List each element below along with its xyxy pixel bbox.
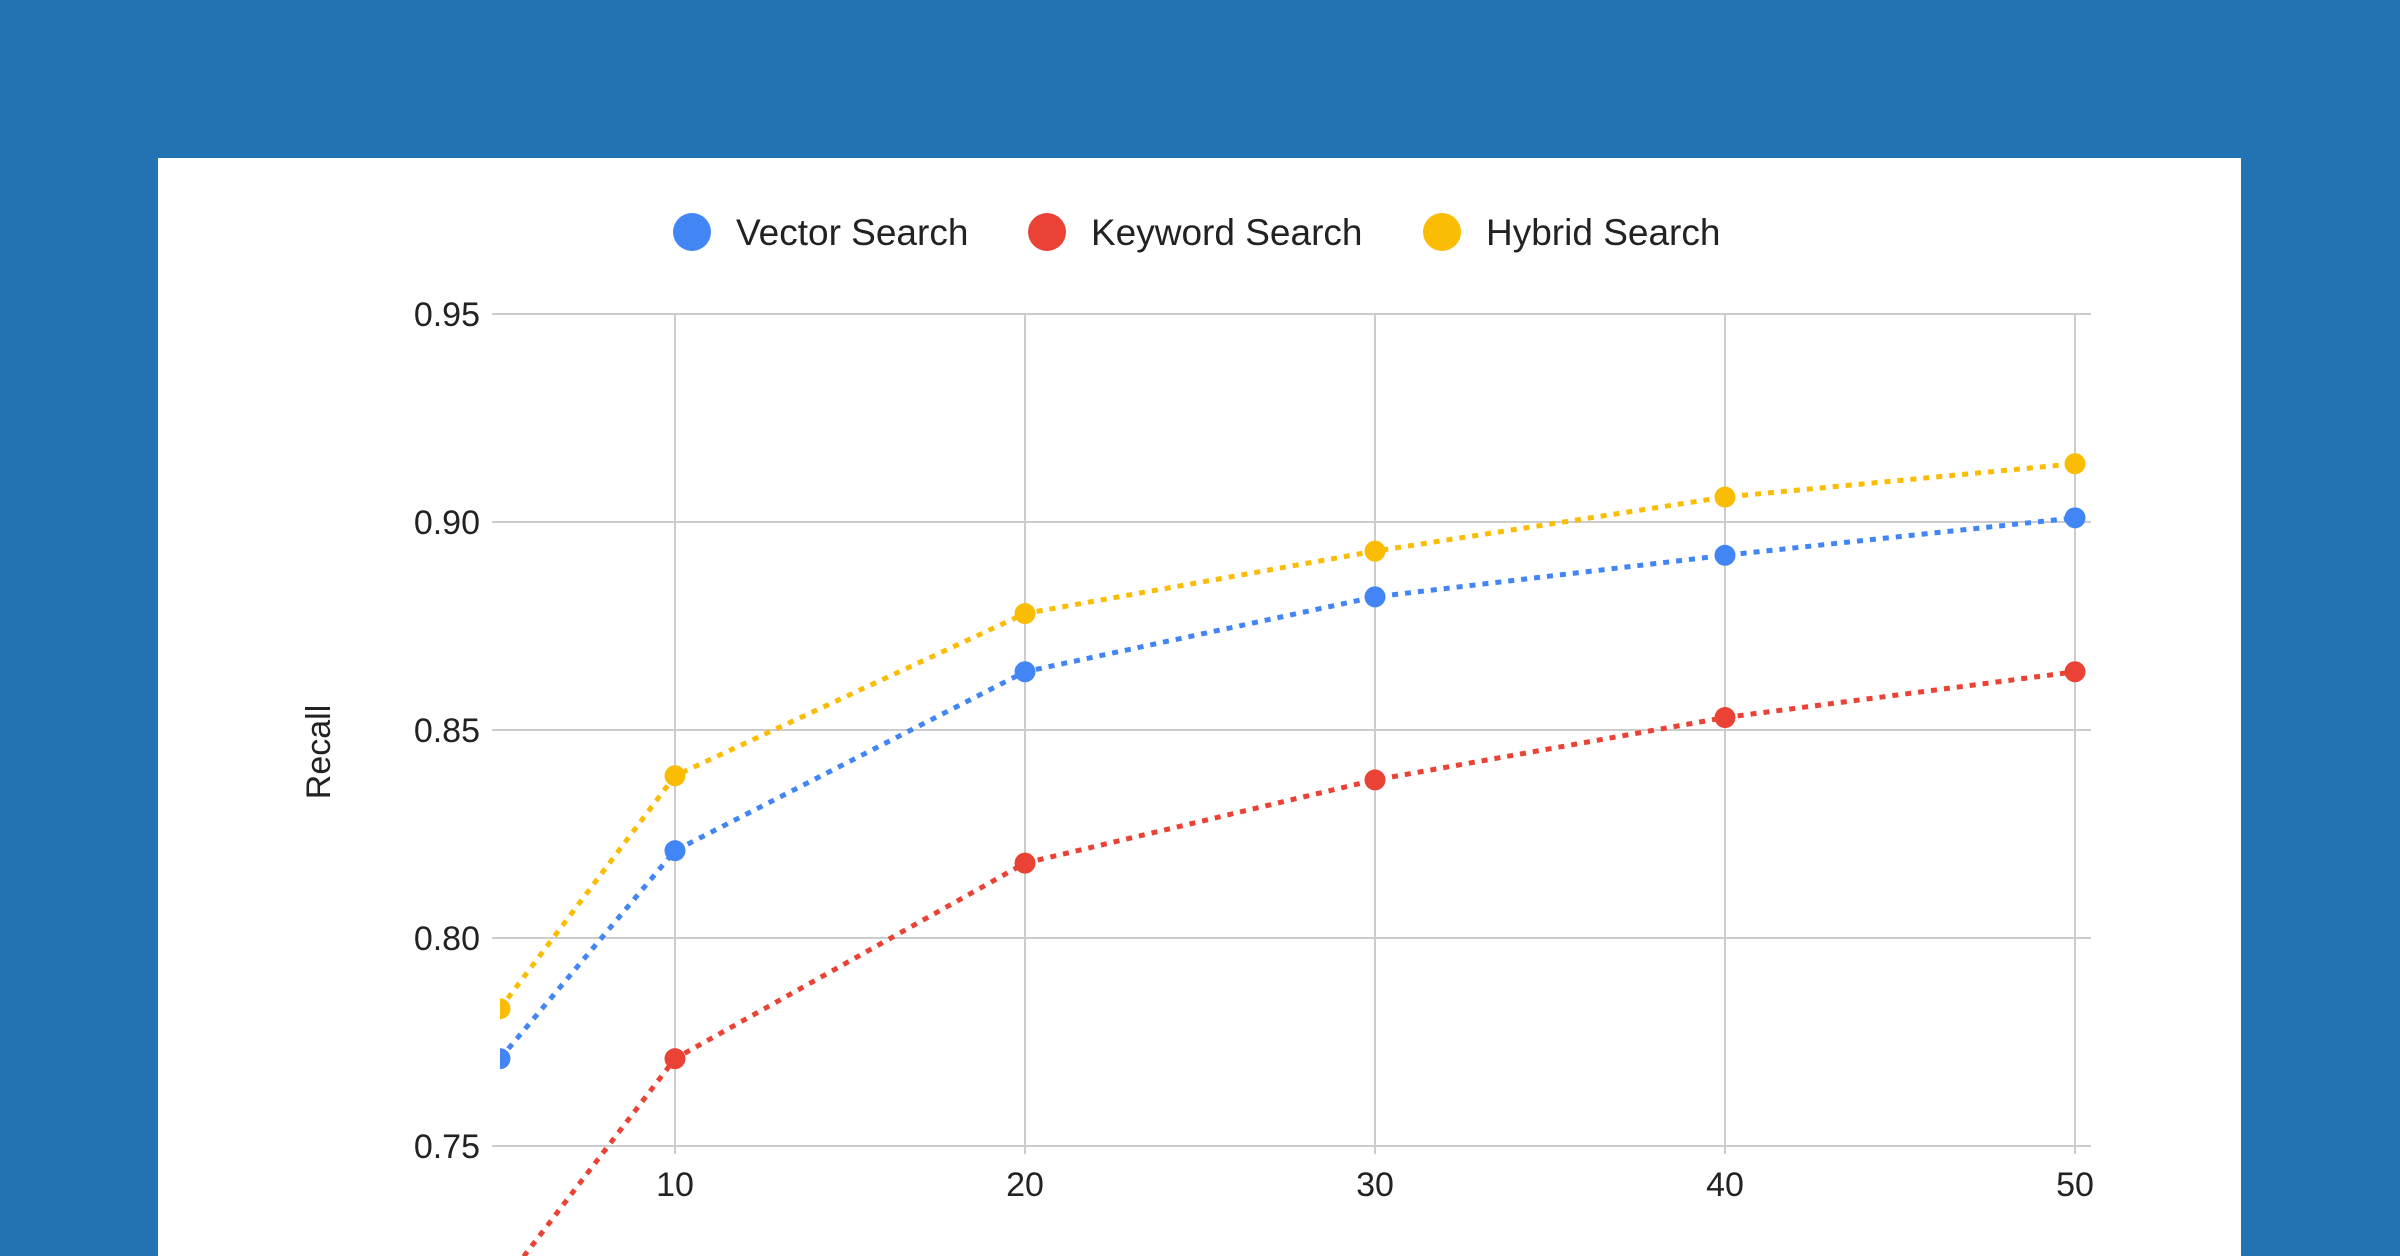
data-point-hybrid-search[interactable] xyxy=(490,998,511,1020)
x-tick-label: 30 xyxy=(1356,1166,1394,1204)
data-point-keyword-search[interactable] xyxy=(1364,769,1386,791)
series-line-hybrid-search xyxy=(500,461,2076,1011)
x-tick-label: 40 xyxy=(1706,1166,1744,1204)
legend-item-vector-search[interactable]: Vector Search xyxy=(673,212,968,253)
series-line-vector-search xyxy=(500,515,2076,1061)
data-point-hybrid-search[interactable] xyxy=(2064,453,2086,475)
legend-swatch xyxy=(1028,213,1066,251)
data-point-vector-search[interactable] xyxy=(490,1048,511,1070)
data-point-keyword-search[interactable] xyxy=(1714,707,1736,729)
legend-swatch xyxy=(673,213,711,251)
recall-line-chart: Vector Search Keyword Search Hybrid Search… xyxy=(300,212,2094,1256)
legend: Vector Search Keyword Search Hybrid Search xyxy=(673,212,1720,253)
series-line-keyword-search xyxy=(520,669,2076,1256)
data-point-hybrid-search[interactable] xyxy=(664,765,686,787)
legend-label: Hybrid Search xyxy=(1486,212,1720,253)
data-point-vector-search[interactable] xyxy=(1364,586,1386,608)
y-tick-label: 0.80 xyxy=(414,920,480,958)
y-axis-ticks: 0.75 0.80 0.85 0.90 0.95 xyxy=(414,296,480,1166)
data-point-vector-search[interactable] xyxy=(1714,544,1736,566)
legend-item-keyword-search[interactable]: Keyword Search xyxy=(1028,212,1362,253)
y-axis-title: Recall xyxy=(300,705,338,799)
legend-label: Vector Search xyxy=(736,212,968,253)
data-point-hybrid-search[interactable] xyxy=(1014,603,1036,625)
x-tick-label: 50 xyxy=(2056,1166,2094,1204)
legend-label: Keyword Search xyxy=(1091,212,1362,253)
data-point-hybrid-search[interactable] xyxy=(1714,486,1736,508)
legend-swatch xyxy=(1423,213,1461,251)
gridlines xyxy=(492,313,2091,1154)
data-point-keyword-search[interactable] xyxy=(664,1048,686,1070)
series-group xyxy=(490,453,2086,1256)
y-tick-label: 0.90 xyxy=(414,504,480,542)
series-keyword-search xyxy=(520,661,2086,1256)
legend-item-hybrid-search[interactable]: Hybrid Search xyxy=(1423,212,1720,253)
data-point-vector-search[interactable] xyxy=(664,840,686,862)
y-tick-label: 0.75 xyxy=(414,1128,480,1166)
data-point-keyword-search[interactable] xyxy=(1014,852,1036,874)
data-point-hybrid-search[interactable] xyxy=(1364,540,1386,562)
x-tick-label: 20 xyxy=(1006,1166,1044,1204)
chart-card: Vector Search Keyword Search Hybrid Search… xyxy=(158,158,2241,1256)
series-hybrid-search xyxy=(490,453,2086,1020)
y-tick-label: 0.95 xyxy=(414,296,480,334)
x-tick-label: 10 xyxy=(656,1166,694,1204)
data-point-vector-search[interactable] xyxy=(2064,507,2086,529)
x-axis-ticks: 10 20 30 40 50 xyxy=(656,1166,2094,1204)
data-point-vector-search[interactable] xyxy=(1014,661,1036,683)
y-tick-label: 0.85 xyxy=(414,712,480,750)
data-point-keyword-search[interactable] xyxy=(2064,661,2086,683)
series-vector-search xyxy=(490,507,2086,1070)
